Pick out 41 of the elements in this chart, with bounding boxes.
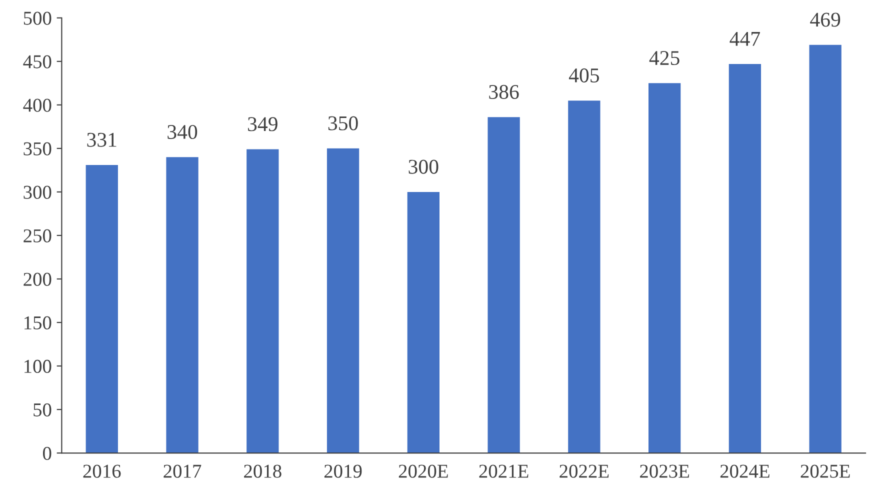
- bar: [326, 148, 360, 454]
- x-tick-label: 2021E: [479, 464, 528, 478]
- bar: [648, 83, 681, 454]
- x-tick-label: 2020E: [398, 464, 448, 478]
- y-tick-label: 450: [23, 55, 52, 68]
- y-tick-label: 200: [24, 272, 52, 286]
- bar: [488, 117, 520, 454]
- y-tick-label: 50: [34, 403, 52, 416]
- y-tick-label: 300: [24, 186, 52, 199]
- x-tick-label: 2018: [244, 464, 282, 478]
- bar: [86, 164, 118, 454]
- y-tick-label: 500: [24, 12, 52, 25]
- bar: [166, 157, 198, 454]
- x-tick-label: 2017: [164, 464, 202, 478]
- data-label: 340: [168, 124, 198, 140]
- data-label: 300: [408, 160, 438, 174]
- x-tick-label: 2019: [324, 464, 362, 478]
- data-label: 331: [87, 132, 116, 147]
- bar: [568, 100, 600, 454]
- x-tick-label: 2023E: [640, 464, 689, 478]
- y-tick-label: 150: [24, 316, 52, 330]
- bar: [246, 149, 279, 454]
- data-label: 386: [489, 84, 519, 99]
- y-tick-label: 400: [23, 98, 52, 112]
- bar: [728, 64, 762, 454]
- bar: [407, 192, 440, 454]
- data-label: 405: [568, 68, 599, 82]
- x-tick-label: 2025E: [800, 464, 850, 478]
- x-tick-label: 2024E: [720, 464, 770, 478]
- bar: [809, 44, 842, 454]
- data-label: 447: [730, 32, 760, 46]
- y-tick-label: 350: [24, 142, 52, 156]
- x-tick-label: 2022E: [560, 464, 609, 478]
- data-label: 425: [649, 51, 680, 66]
- x-tick-label: 2016: [83, 464, 121, 478]
- data-label: 349: [248, 117, 278, 132]
- data-label: 350: [328, 116, 358, 130]
- y-tick-label: 250: [24, 229, 52, 242]
- y-tick-label: 0: [42, 446, 52, 460]
- y-tick-label: 100: [24, 360, 52, 373]
- data-label: 469: [810, 12, 840, 27]
